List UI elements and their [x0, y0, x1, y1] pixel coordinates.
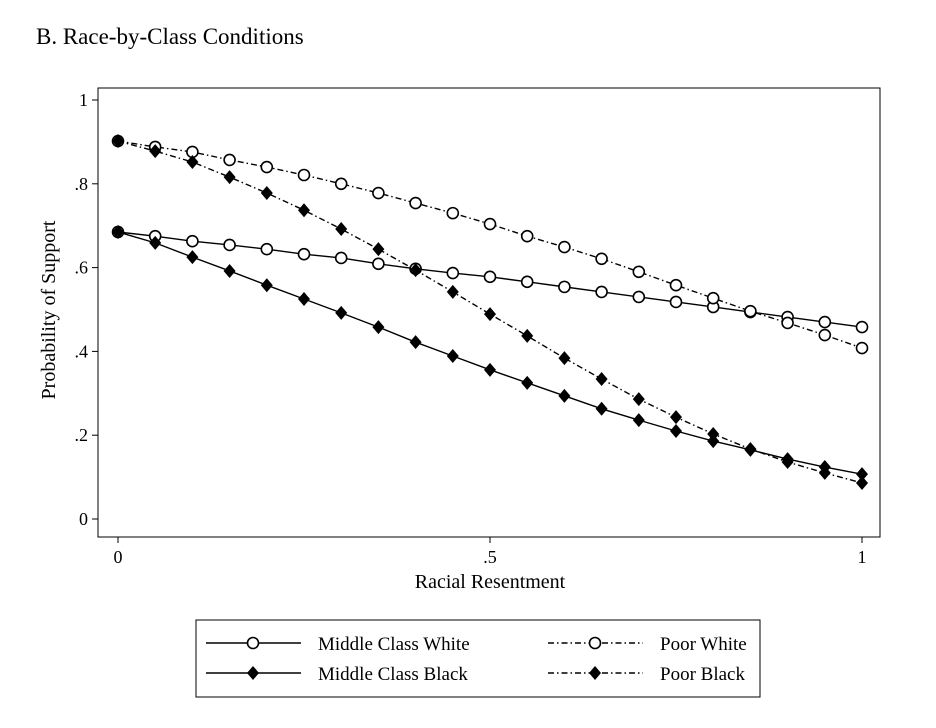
- data-point-poor-black: [260, 186, 273, 201]
- data-point-middle-class-white: [223, 238, 236, 252]
- data-point-poor-black: [409, 263, 422, 278]
- data-point-poor-white: [595, 252, 608, 266]
- data-point-middle-class-black: [186, 250, 199, 265]
- legend-marker-poor-white: [588, 636, 602, 650]
- data-point-poor-white: [483, 217, 497, 231]
- data-point-middle-class-black: [595, 401, 608, 416]
- data-point-middle-class-white: [818, 315, 832, 329]
- data-point-poor-black: [484, 307, 496, 322]
- data-point-middle-class-black: [149, 235, 162, 250]
- data-point-middle-class-black: [446, 349, 459, 364]
- data-point-middle-class-white: [297, 247, 311, 261]
- legend-marker-middle-class-white: [246, 636, 260, 650]
- data-point-middle-class-black: [260, 278, 273, 293]
- y-tick-label: 1: [79, 90, 88, 110]
- data-point-middle-class-black: [223, 263, 236, 278]
- data-point-poor-white: [781, 316, 794, 330]
- data-point-poor-black: [818, 465, 831, 480]
- data-point-poor-black: [744, 442, 757, 457]
- data-point-poor-white: [855, 341, 869, 355]
- data-point-poor-black: [558, 351, 571, 366]
- data-point-middle-class-black: [856, 467, 868, 482]
- data-point-middle-class-black: [112, 224, 124, 239]
- y-tick-label: .2: [75, 425, 89, 445]
- data-point-poor-black: [595, 372, 608, 387]
- legend-label-poor-black: Poor Black: [660, 664, 745, 685]
- data-point-poor-black: [149, 144, 162, 159]
- legend-label-middle-class-white: Middle Class White: [318, 634, 470, 655]
- data-point-poor-white: [446, 206, 460, 220]
- data-point-middle-class-black: [298, 292, 310, 307]
- legend-label-middle-class-black: Middle Class Black: [318, 664, 468, 685]
- data-point-poor-black: [335, 222, 348, 237]
- data-point-poor-white: [223, 153, 236, 167]
- x-tick-label: 1: [858, 547, 867, 567]
- x-tick-label: .5: [483, 547, 497, 567]
- data-point-poor-black: [372, 242, 385, 257]
- data-point-poor-black: [186, 155, 199, 170]
- data-point-middle-class-black: [409, 335, 422, 350]
- data-point-poor-white: [520, 229, 534, 243]
- data-point-poor-white: [558, 240, 571, 254]
- y-axis-label: Probability of Support: [38, 220, 60, 399]
- data-point-poor-black: [446, 284, 459, 299]
- y-tick-label: .6: [75, 258, 89, 278]
- data-point-poor-white: [744, 304, 757, 318]
- data-point-middle-class-white: [595, 285, 608, 299]
- y-tick-label: .4: [75, 341, 89, 361]
- data-point-middle-class-white: [669, 295, 683, 309]
- data-point-poor-white: [632, 265, 646, 279]
- data-point-poor-black: [707, 426, 720, 441]
- y-tick-label: .8: [75, 174, 89, 194]
- data-point-poor-white: [669, 278, 683, 292]
- legend-label-poor-white: Poor White: [660, 634, 747, 655]
- data-point-middle-class-black: [372, 320, 385, 335]
- data-point-poor-white: [706, 291, 720, 305]
- series-line-poor-black: [117, 140, 863, 484]
- data-point-middle-class-white: [186, 234, 199, 248]
- data-point-middle-class-white: [372, 257, 385, 271]
- data-point-poor-black: [632, 392, 645, 407]
- data-point-poor-white: [260, 160, 274, 174]
- data-point-middle-class-black: [558, 388, 571, 403]
- data-point-middle-class-black: [335, 305, 348, 320]
- legend: [195, 619, 761, 698]
- data-point-poor-white: [297, 168, 311, 182]
- data-point-poor-black: [298, 203, 310, 218]
- chart-title: B. Race-by-Class Conditions: [36, 24, 304, 49]
- y-tick-label: 0: [79, 509, 88, 529]
- data-point-poor-black: [223, 170, 236, 185]
- legend-marker-poor-black: [589, 666, 601, 680]
- data-point-middle-class-black: [484, 362, 496, 377]
- data-point-poor-white: [409, 196, 422, 210]
- data-point-poor-white: [818, 328, 832, 342]
- data-point-poor-white: [334, 177, 348, 191]
- data-point-middle-class-white: [520, 275, 534, 289]
- data-point-middle-class-white: [483, 270, 497, 284]
- data-point-poor-black: [856, 475, 868, 490]
- data-point-poor-black: [521, 328, 534, 343]
- data-point-middle-class-white: [558, 280, 571, 294]
- data-point-middle-class-black: [521, 375, 534, 390]
- data-point-middle-class-white: [855, 320, 869, 334]
- legend-marker-middle-class-black: [247, 666, 259, 680]
- data-point-middle-class-white: [334, 251, 348, 265]
- x-tick-label: 0: [114, 547, 123, 567]
- data-point-middle-class-black: [632, 413, 645, 428]
- data-point-middle-class-black: [670, 424, 682, 439]
- data-point-middle-class-white: [446, 266, 460, 280]
- data-point-poor-black: [670, 410, 682, 425]
- data-point-middle-class-black: [707, 434, 720, 449]
- data-point-middle-class-white: [632, 290, 646, 304]
- data-point-middle-class-white: [260, 242, 274, 256]
- x-axis-label: Racial Resentment: [415, 571, 566, 593]
- data-point-poor-black: [112, 134, 124, 149]
- data-point-poor-white: [372, 186, 385, 200]
- data-point-poor-black: [781, 455, 794, 470]
